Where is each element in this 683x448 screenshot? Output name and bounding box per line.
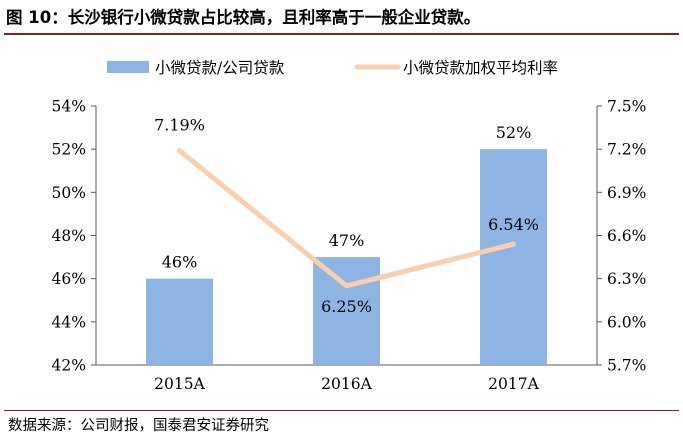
- rate-line: [177, 148, 516, 289]
- x-tick-label: 2017A: [488, 375, 539, 393]
- line-value-label: 6.25%: [321, 297, 372, 316]
- left-tick-label: 48%: [52, 227, 86, 245]
- legend-label-line: 小微贷款加权平均利率: [403, 59, 558, 77]
- data-labels: 46% 47% 52% 7.19% 6.25% 6.54%: [154, 116, 539, 316]
- line-value-label: 6.54%: [488, 215, 539, 234]
- title-divider: [4, 33, 679, 35]
- bar: [313, 257, 380, 365]
- bar-series: [146, 149, 547, 365]
- legend-swatch-bar: [107, 61, 149, 73]
- x-tick-label: 2015A: [154, 375, 205, 393]
- source-divider: [4, 410, 679, 411]
- legend-label-bar: 小微贷款/公司贷款: [155, 59, 285, 77]
- figure-title: 图 10：长沙银行小微贷款占比较高，且利率高于一般企业贷款。: [6, 8, 481, 27]
- left-tick-label: 44%: [52, 313, 86, 331]
- bar: [146, 278, 213, 365]
- bar-value-label: 52%: [496, 123, 532, 142]
- right-tick-label: 5.7%: [607, 357, 646, 375]
- line-value-label: 7.19%: [154, 116, 205, 135]
- bar: [480, 149, 547, 365]
- left-tick-label: 50%: [52, 184, 86, 202]
- legend: 小微贷款/公司贷款 小微贷款加权平均利率: [107, 59, 558, 77]
- right-tick-label: 7.5%: [607, 98, 646, 116]
- left-tick-label: 54%: [52, 98, 86, 116]
- source-note: 数据来源：公司财报，国泰君安证券研究: [8, 418, 269, 434]
- left-tick-label: 46%: [52, 270, 86, 288]
- left-tick-label: 42%: [52, 357, 86, 375]
- right-tick-label: 6.3%: [607, 270, 646, 288]
- bar-value-label: 46%: [162, 253, 198, 272]
- right-tick-label: 6.6%: [607, 227, 646, 245]
- combo-chart: 小微贷款/公司贷款 小微贷款加权平均利率 42% 44% 46% 48% 50% 52% 54…: [52, 59, 647, 393]
- left-tick-label: 52%: [52, 141, 86, 159]
- line-series: [177, 148, 516, 289]
- right-tick-label: 6.9%: [607, 184, 646, 202]
- right-tick-label: 7.2%: [607, 141, 646, 159]
- bar-value-label: 47%: [329, 231, 365, 250]
- x-tick-label: 2016A: [321, 375, 372, 393]
- right-tick-label: 6.0%: [607, 313, 646, 331]
